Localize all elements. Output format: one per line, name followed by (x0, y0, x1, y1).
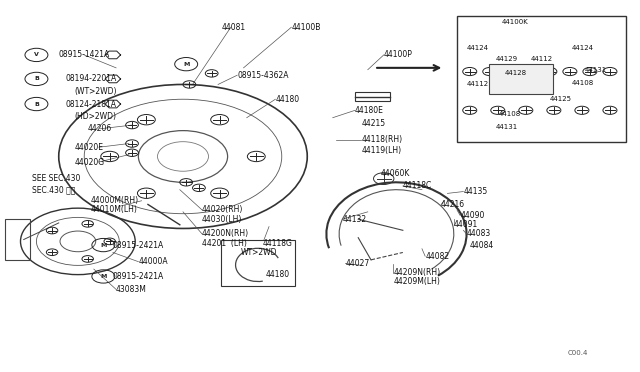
Text: 44124: 44124 (572, 45, 594, 51)
Text: 08915-2421A: 08915-2421A (113, 241, 164, 250)
Text: B: B (34, 76, 39, 81)
Text: (WT>2WD): (WT>2WD) (75, 87, 117, 96)
Text: 08915-2421A: 08915-2421A (113, 272, 164, 281)
Text: 43083M: 43083M (116, 285, 147, 294)
Text: 44000M(RH): 44000M(RH) (91, 196, 139, 205)
Text: 44118G: 44118G (262, 239, 292, 248)
Text: 44209M(LH): 44209M(LH) (394, 278, 440, 286)
Text: 44108: 44108 (572, 80, 594, 86)
Text: 08194-2201A: 08194-2201A (65, 74, 116, 83)
Text: 44118C: 44118C (403, 182, 432, 190)
Text: 44128: 44128 (505, 70, 527, 76)
Text: 44112: 44112 (531, 56, 552, 62)
Text: 08124-2181A: 08124-2181A (65, 100, 116, 109)
Text: 44209N(RH): 44209N(RH) (394, 268, 440, 277)
Text: M: M (100, 274, 106, 279)
Text: 44118(RH): 44118(RH) (362, 135, 403, 144)
Text: 44030(LH): 44030(LH) (202, 215, 243, 224)
Text: V: V (34, 52, 39, 57)
Bar (457, 16, 626, 142)
Text: SEC.430 参照: SEC.430 参照 (32, 185, 76, 194)
Text: 44201  (LH): 44201 (LH) (202, 239, 247, 248)
Text: 44206: 44206 (88, 124, 111, 133)
Text: M: M (183, 62, 189, 67)
Text: 44135: 44135 (463, 187, 488, 196)
Bar (355, 92, 390, 101)
Text: 08915-4362A: 08915-4362A (237, 71, 289, 80)
Text: 44131: 44131 (495, 124, 518, 130)
Text: 44131: 44131 (584, 67, 607, 73)
Bar (4, 219, 30, 260)
Text: B: B (34, 102, 39, 106)
Text: 44027: 44027 (346, 259, 370, 268)
Text: 44060K: 44060K (381, 169, 410, 177)
Text: 44180E: 44180E (355, 106, 384, 115)
Text: 44020E: 44020E (75, 143, 104, 152)
Text: WT>2WD: WT>2WD (241, 248, 277, 257)
Text: 44090: 44090 (460, 211, 484, 220)
Text: 44200N(RH): 44200N(RH) (202, 230, 249, 238)
Text: 44129: 44129 (495, 56, 517, 62)
Text: 44000A: 44000A (138, 257, 168, 266)
Text: 44084: 44084 (470, 241, 494, 250)
Text: C00.4: C00.4 (567, 350, 588, 356)
Text: 44100K: 44100K (502, 19, 529, 25)
Text: 44082: 44082 (425, 251, 449, 261)
Text: 44081: 44081 (221, 23, 245, 32)
Text: 44091: 44091 (454, 220, 478, 229)
Text: 44010M(LH): 44010M(LH) (91, 205, 138, 215)
Text: 44215: 44215 (362, 119, 385, 128)
Text: (HD>2WD): (HD>2WD) (75, 112, 116, 121)
Text: 44124: 44124 (467, 45, 488, 51)
Text: 08915-1421A: 08915-1421A (59, 51, 110, 60)
Text: 44125: 44125 (549, 96, 572, 102)
Bar (221, 240, 294, 286)
Bar (489, 64, 552, 94)
Text: M: M (100, 243, 106, 248)
Text: 44083: 44083 (467, 230, 491, 238)
Text: 44180: 44180 (266, 270, 290, 279)
Text: 44132: 44132 (342, 215, 367, 224)
Text: 44108: 44108 (499, 111, 521, 117)
Text: 44020(RH): 44020(RH) (202, 205, 243, 215)
Text: 44100B: 44100B (291, 23, 321, 32)
Text: SEE SEC.430: SEE SEC.430 (32, 174, 81, 183)
Text: 44112: 44112 (467, 81, 489, 87)
Text: 44216: 44216 (441, 200, 465, 209)
Text: 44180: 44180 (275, 95, 300, 104)
Text: 44119(LH): 44119(LH) (362, 147, 401, 155)
Text: 44100P: 44100P (384, 51, 413, 60)
Text: 44020G: 44020G (75, 157, 105, 167)
